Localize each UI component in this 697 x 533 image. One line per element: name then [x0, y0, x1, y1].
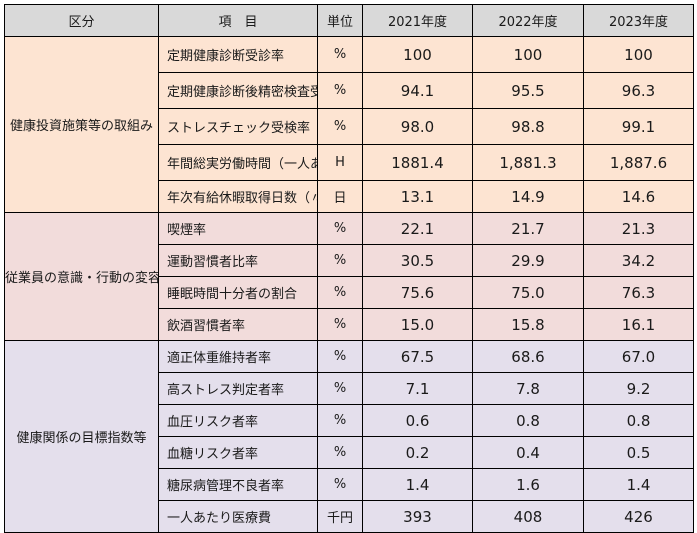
- unit-cell: %: [317, 244, 363, 277]
- value-cell: 1,887.6: [583, 144, 694, 181]
- item-cell: 年間総実労働時間（一人あたり平均）: [158, 144, 318, 181]
- header-unit: 単位: [317, 4, 363, 37]
- unit-cell: %: [317, 340, 363, 373]
- item-cell: 糖尿病管理不良者率: [158, 468, 318, 501]
- value-cell: 75.6: [362, 276, 473, 309]
- item-cell: ストレスチェック受検率: [158, 108, 318, 145]
- value-cell: 14.6: [583, 180, 694, 213]
- value-cell: 100: [583, 36, 694, 73]
- value-cell: 0.4: [472, 436, 584, 469]
- category-cell: 従業員の意識・行動の変容: [4, 212, 159, 341]
- unit-cell: %: [317, 468, 363, 501]
- value-cell: 408: [472, 500, 584, 533]
- item-cell: 年次有給休暇取得日数（〃）: [158, 180, 318, 213]
- value-cell: 95.5: [472, 72, 584, 109]
- value-cell: 1.4: [362, 468, 473, 501]
- value-cell: 0.8: [583, 404, 694, 437]
- value-cell: 94.1: [362, 72, 473, 109]
- value-cell: 0.8: [472, 404, 584, 437]
- table-row: 年次有給休暇取得日数（〃） 日 13.1 14.9 14.6: [5, 180, 694, 213]
- value-cell: 1,881.3: [472, 144, 584, 181]
- value-cell: 426: [583, 500, 694, 533]
- header-category: 区分: [4, 4, 159, 37]
- unit-cell: %: [317, 212, 363, 245]
- table-row: 血糖リスク者率 % 0.2 0.4 0.5: [5, 436, 694, 469]
- unit-cell: %: [317, 372, 363, 405]
- item-cell: 睡眠時間十分者の割合: [158, 276, 318, 309]
- table-row: 血圧リスク者率 % 0.6 0.8 0.8: [5, 404, 694, 437]
- header-fy2022: 2022年度: [472, 4, 584, 37]
- value-cell: 22.1: [362, 212, 473, 245]
- header-fy2023: 2023年度: [583, 4, 694, 37]
- value-cell: 0.2: [362, 436, 473, 469]
- value-cell: 14.9: [472, 180, 584, 213]
- category-cell: 健康関係の目標指数等: [4, 340, 159, 533]
- table-row: 定期健康診断後精密検査受診率 % 94.1 95.5 96.3: [5, 72, 694, 109]
- value-cell: 30.5: [362, 244, 473, 277]
- header-item: 項 目: [158, 4, 318, 37]
- unit-cell: %: [317, 108, 363, 145]
- item-cell: 飲酒習慣者率: [158, 308, 318, 341]
- item-cell: 定期健康診断受診率: [158, 36, 318, 73]
- table-row: 糖尿病管理不良者率 % 1.4 1.6 1.4: [5, 468, 694, 501]
- health-metrics-table: 区分 項 目 単位 2021年度 2022年度 2023年度 健康投資施策等の取…: [4, 4, 694, 533]
- value-cell: 75.0: [472, 276, 584, 309]
- value-cell: 100: [472, 36, 584, 73]
- table-row: 睡眠時間十分者の割合 % 75.6 75.0 76.3: [5, 276, 694, 309]
- unit-cell: %: [317, 276, 363, 309]
- table-row: 健康関係の目標指数等 適正体重維持者率 % 67.5 68.6 67.0: [4, 340, 694, 533]
- table-row: ストレスチェック受検率 % 98.0 98.8 99.1: [5, 108, 694, 145]
- value-cell: 7.1: [362, 372, 473, 405]
- value-cell: 68.6: [472, 340, 584, 373]
- table-row: 健康投資施策等の取組み 定期健康診断受診率 % 100 100 100: [4, 36, 694, 213]
- category-cell: 健康投資施策等の取組み: [4, 36, 159, 213]
- value-cell: 0.5: [583, 436, 694, 469]
- unit-cell: %: [317, 436, 363, 469]
- table-row: 運動習慣者比率 % 30.5 29.9 34.2: [5, 244, 694, 277]
- value-cell: 15.0: [362, 308, 473, 341]
- value-cell: 98.8: [472, 108, 584, 145]
- value-cell: 98.0: [362, 108, 473, 145]
- unit-cell: 千円: [317, 500, 363, 533]
- item-cell: 高ストレス判定者率: [158, 372, 318, 405]
- value-cell: 34.2: [583, 244, 694, 277]
- value-cell: 1881.4: [362, 144, 473, 181]
- value-cell: 21.3: [583, 212, 694, 245]
- header-fy2021: 2021年度: [362, 4, 473, 37]
- value-cell: 21.7: [472, 212, 584, 245]
- value-cell: 15.8: [472, 308, 584, 341]
- value-cell: 16.1: [583, 308, 694, 341]
- header-row: 区分 項 目 単位 2021年度 2022年度 2023年度: [4, 4, 694, 37]
- table-row: 従業員の意識・行動の変容 喫煙率 % 22.1 21.7 21.3: [4, 212, 694, 341]
- value-cell: 0.6: [362, 404, 473, 437]
- item-cell: 定期健康診断後精密検査受診率: [158, 72, 318, 109]
- item-cell: 喫煙率: [158, 212, 318, 245]
- item-cell: 運動習慣者比率: [158, 244, 318, 277]
- value-cell: 7.8: [472, 372, 584, 405]
- item-cell: 一人あたり医療費: [158, 500, 318, 533]
- item-cell: 血糖リスク者率: [158, 436, 318, 469]
- unit-cell: %: [317, 36, 363, 73]
- value-cell: 13.1: [362, 180, 473, 213]
- value-cell: 96.3: [583, 72, 694, 109]
- value-cell: 1.4: [583, 468, 694, 501]
- unit-cell: %: [317, 404, 363, 437]
- value-cell: 393: [362, 500, 473, 533]
- unit-cell: %: [317, 72, 363, 109]
- value-cell: 67.0: [583, 340, 694, 373]
- value-cell: 99.1: [583, 108, 694, 145]
- unit-cell: H: [317, 144, 363, 181]
- value-cell: 1.6: [472, 468, 584, 501]
- value-cell: 100: [362, 36, 473, 73]
- value-cell: 9.2: [583, 372, 694, 405]
- value-cell: 76.3: [583, 276, 694, 309]
- value-cell: 29.9: [472, 244, 584, 277]
- item-cell: 血圧リスク者率: [158, 404, 318, 437]
- table-row: 飲酒習慣者率 % 15.0 15.8 16.1: [5, 308, 694, 341]
- value-cell: 67.5: [362, 340, 473, 373]
- item-cell: 適正体重維持者率: [158, 340, 318, 373]
- unit-cell: %: [317, 308, 363, 341]
- unit-cell: 日: [317, 180, 363, 213]
